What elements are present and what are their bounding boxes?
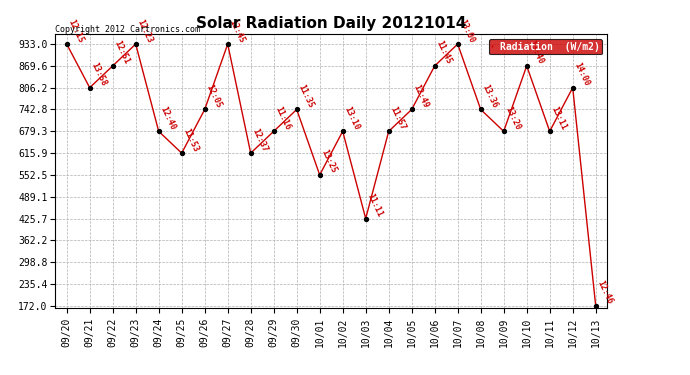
Text: 13:36: 13:36 [481, 83, 500, 110]
Point [475, 106, 486, 112]
Point [245, 150, 256, 156]
Text: 13:25: 13:25 [319, 148, 338, 175]
Point [567, 85, 578, 91]
Point [130, 41, 141, 47]
Point [176, 150, 187, 156]
Point [222, 41, 233, 47]
Text: 11:57: 11:57 [388, 105, 407, 131]
Text: Copyright 2012 Cartronics.com: Copyright 2012 Cartronics.com [55, 25, 200, 34]
Point [337, 128, 348, 134]
Text: 13:20: 13:20 [504, 105, 522, 131]
Text: 12:15: 12:15 [67, 18, 86, 44]
Point [544, 128, 555, 134]
Text: 12:23: 12:23 [136, 18, 155, 44]
Text: 13:11: 13:11 [550, 105, 569, 131]
Point [498, 128, 509, 134]
Text: 13:58: 13:58 [90, 61, 108, 88]
Point [314, 172, 325, 178]
Text: 13:40: 13:40 [526, 39, 545, 66]
Text: 11:16: 11:16 [274, 105, 293, 131]
Text: 11:35: 11:35 [297, 83, 315, 110]
Text: 11:45: 11:45 [435, 39, 453, 66]
Text: 14:00: 14:00 [573, 61, 591, 88]
Text: 13:00: 13:00 [457, 18, 476, 44]
Text: 12:40: 12:40 [159, 105, 177, 131]
Point [360, 216, 371, 222]
Point [521, 63, 532, 69]
Point [199, 106, 210, 112]
Point [153, 128, 164, 134]
Text: 13:10: 13:10 [343, 105, 362, 131]
Text: 12:46: 12:46 [595, 279, 614, 306]
Text: 12:37: 12:37 [250, 127, 269, 153]
Point [291, 106, 302, 112]
Point [383, 128, 394, 134]
Point [452, 41, 463, 47]
Point [429, 63, 440, 69]
Text: 12:05: 12:05 [205, 83, 224, 110]
Point [406, 106, 417, 112]
Text: 11:11: 11:11 [366, 192, 384, 219]
Point [590, 303, 601, 309]
Point [61, 41, 72, 47]
Text: 12:51: 12:51 [112, 39, 131, 66]
Point [107, 63, 118, 69]
Legend: Radiation  (W/m2): Radiation (W/m2) [489, 39, 602, 54]
Text: 12:49: 12:49 [412, 83, 431, 110]
Point [84, 85, 95, 91]
Text: 12:45: 12:45 [228, 18, 246, 44]
Point [268, 128, 279, 134]
Title: Solar Radiation Daily 20121014: Solar Radiation Daily 20121014 [196, 16, 466, 31]
Text: 11:53: 11:53 [181, 127, 200, 153]
